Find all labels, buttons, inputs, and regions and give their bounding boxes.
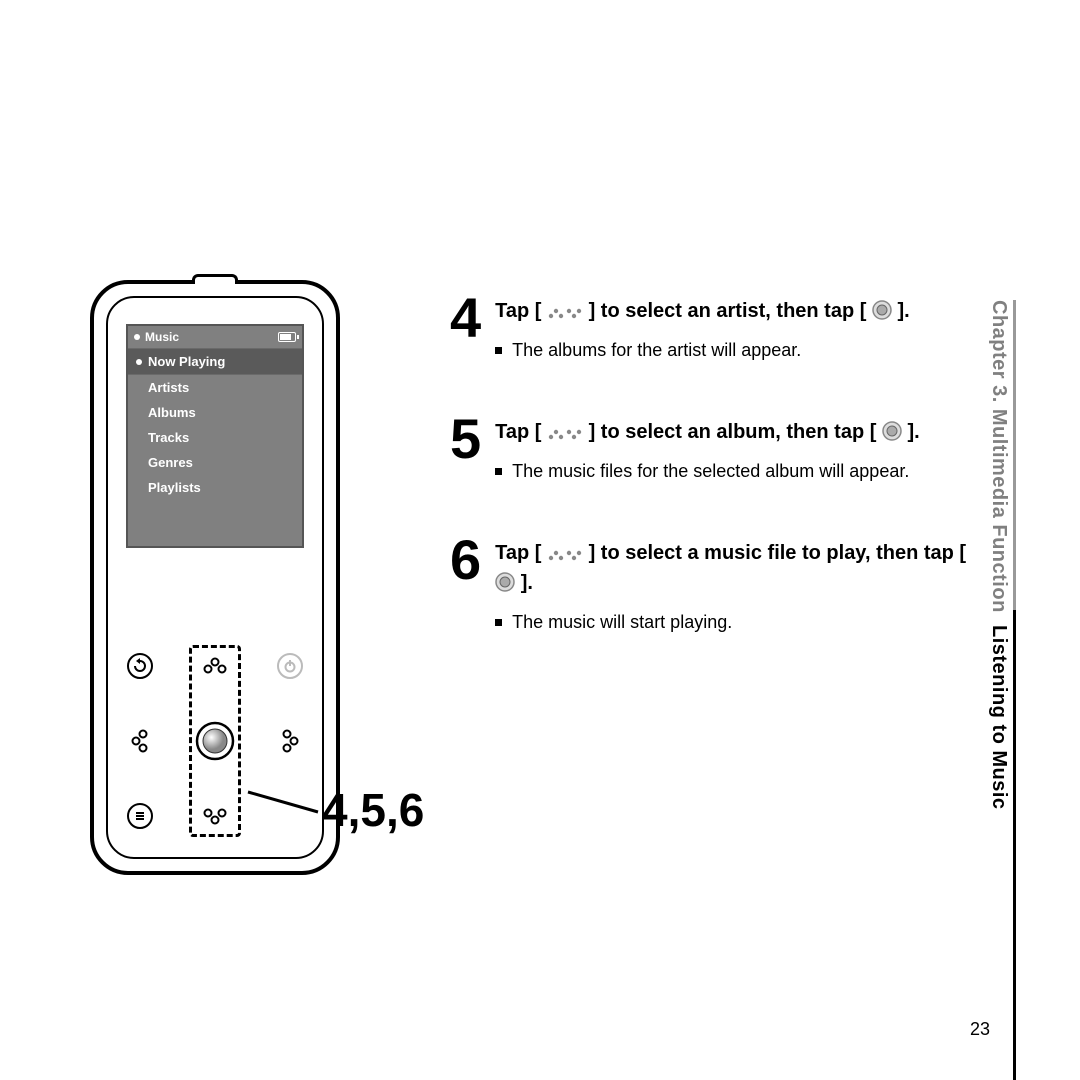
callout-label: 4,5,6 bbox=[322, 783, 424, 837]
screen-header: Music bbox=[128, 326, 302, 348]
nav-right-icon bbox=[275, 726, 305, 756]
step-body: Tap [ ] to select a music file to play, … bbox=[495, 532, 990, 633]
side-tab: Chapter 3. Multimedia Function Listening… bbox=[987, 300, 1010, 809]
step-sub-text: The music files for the selected album w… bbox=[512, 461, 909, 482]
step-sub-text: The music will start playing. bbox=[512, 612, 732, 633]
step-text: Tap [ bbox=[495, 421, 547, 443]
device-screen: Music Now Playing Artists Albums Tracks … bbox=[126, 324, 304, 548]
menu-item-selected: Now Playing bbox=[128, 348, 302, 375]
battery-icon bbox=[278, 332, 296, 342]
bullet-icon bbox=[495, 619, 502, 626]
step-6: 6 Tap [ ] to select a music file to play… bbox=[450, 532, 990, 633]
instruction-steps: 4 Tap [ ] to select an artist, then tap … bbox=[410, 280, 990, 683]
step-text: Tap [ bbox=[495, 300, 547, 322]
device-illustration: Music Now Playing Artists Albums Tracks … bbox=[90, 280, 410, 875]
step-title: Tap [ ] to select an artist, then tap [ … bbox=[495, 296, 910, 326]
page-number: 23 bbox=[970, 1019, 990, 1040]
screen-title: Music bbox=[145, 330, 278, 344]
step-text: Tap [ bbox=[495, 542, 547, 564]
step-5: 5 Tap [ ] to select an album, then tap [… bbox=[450, 411, 990, 482]
step-title: Tap [ ] to select an album, then tap [ ]… bbox=[495, 417, 920, 447]
device-top-notch bbox=[192, 274, 238, 284]
step-text: ]. bbox=[515, 572, 533, 594]
side-rule-gray bbox=[1013, 300, 1016, 610]
step-text: ] to select an album, then tap [ bbox=[583, 421, 882, 443]
nav-updown-icon bbox=[547, 300, 583, 322]
step-body: Tap [ ] to select an album, then tap [ ]… bbox=[495, 411, 920, 482]
select-icon bbox=[495, 572, 515, 594]
step-text: ]. bbox=[902, 421, 920, 443]
menu-item-label: Now Playing bbox=[148, 354, 225, 369]
menu-item: Playlists bbox=[128, 475, 302, 500]
step-number: 5 bbox=[450, 411, 481, 467]
bullet-icon bbox=[495, 347, 502, 354]
header-dot-icon bbox=[134, 334, 140, 340]
content-row: Music Now Playing Artists Albums Tracks … bbox=[90, 280, 990, 875]
menu-item: Albums bbox=[128, 400, 302, 425]
nav-left-icon bbox=[125, 726, 155, 756]
step-body: Tap [ ] to select an artist, then tap [ … bbox=[495, 290, 910, 361]
step-title: Tap [ ] to select a music file to play, … bbox=[495, 538, 990, 598]
back-icon bbox=[127, 653, 153, 679]
device-body: Music Now Playing Artists Albums Tracks … bbox=[90, 280, 340, 875]
step-text: ] to select a music file to play, then t… bbox=[583, 542, 966, 564]
menu-item: Genres bbox=[128, 450, 302, 475]
step-sub-text: The albums for the artist will appear. bbox=[512, 340, 801, 361]
step-number: 4 bbox=[450, 290, 481, 346]
nav-updown-icon bbox=[547, 421, 583, 443]
power-icon bbox=[277, 653, 303, 679]
selection-dot-icon bbox=[136, 359, 142, 365]
menu-item: Artists bbox=[128, 375, 302, 400]
chapter-label: Chapter 3. Multimedia Function bbox=[988, 300, 1010, 613]
step-sub: The music will start playing. bbox=[495, 612, 990, 633]
step-sub: The music files for the selected album w… bbox=[495, 461, 920, 482]
bullet-icon bbox=[495, 468, 502, 475]
step-text: ]. bbox=[892, 300, 910, 322]
menu-item: Tracks bbox=[128, 425, 302, 450]
select-icon bbox=[882, 421, 902, 443]
nav-updown-icon bbox=[547, 542, 583, 564]
step-sub: The albums for the artist will appear. bbox=[495, 340, 910, 361]
section-label: Listening to Music bbox=[988, 625, 1010, 810]
select-icon bbox=[872, 300, 892, 322]
step-4: 4 Tap [ ] to select an artist, then tap … bbox=[450, 290, 990, 361]
callout-highlight-box bbox=[189, 645, 241, 837]
manual-page: Music Now Playing Artists Albums Tracks … bbox=[0, 0, 1080, 1080]
step-number: 6 bbox=[450, 532, 481, 588]
menu-icon bbox=[127, 803, 153, 829]
step-text: ] to select an artist, then tap [ bbox=[583, 300, 872, 322]
